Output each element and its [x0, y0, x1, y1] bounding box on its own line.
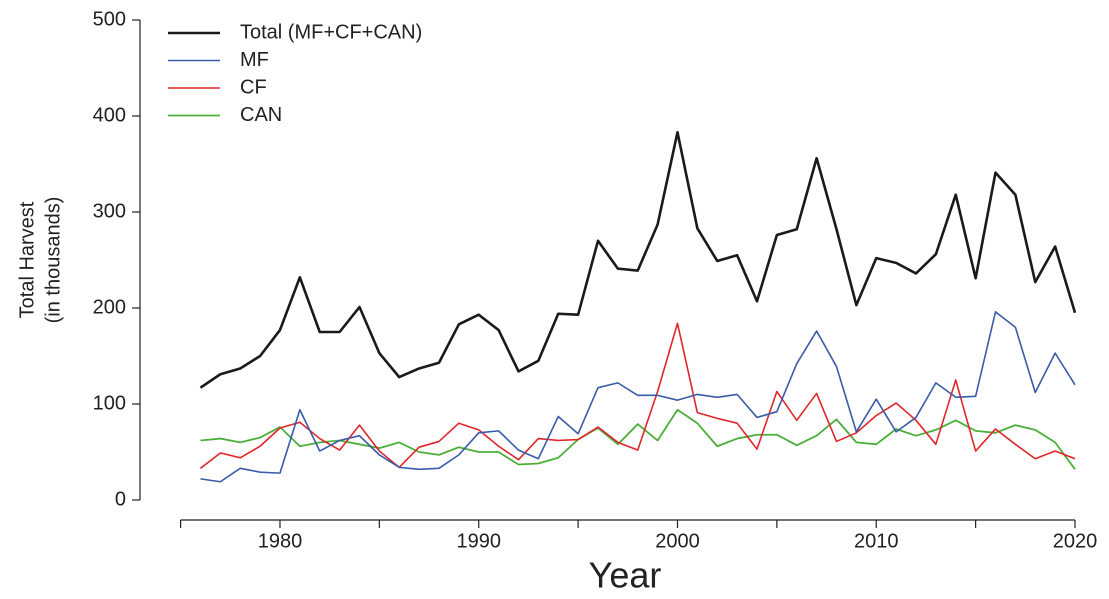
y-axis-title: (in thousands) — [42, 197, 64, 324]
y-tick-label: 400 — [93, 104, 126, 126]
legend-label: CF — [240, 76, 267, 98]
y-tick-label: 200 — [93, 296, 126, 318]
y-tick-label: 300 — [93, 200, 126, 222]
legend-label: CAN — [240, 104, 282, 126]
x-axis-title: Year — [589, 555, 662, 596]
y-tick-label: 0 — [115, 488, 126, 510]
series-line — [199, 131, 1077, 389]
x-tick-label: 1980 — [258, 530, 303, 552]
y-tick-label: 100 — [93, 392, 126, 414]
legend-label: MF — [240, 49, 269, 71]
legend-label: Total (MF+CF+CAN) — [240, 21, 422, 43]
series-line — [199, 322, 1076, 469]
x-tick-label: 2000 — [655, 530, 700, 552]
y-tick-label: 500 — [93, 8, 126, 30]
series-line — [200, 311, 1076, 483]
y-axis-title: Total Harvest — [16, 201, 38, 318]
x-tick-label: 2010 — [854, 530, 899, 552]
x-tick-label: 2020 — [1053, 530, 1098, 552]
x-tick-label: 1990 — [456, 530, 501, 552]
